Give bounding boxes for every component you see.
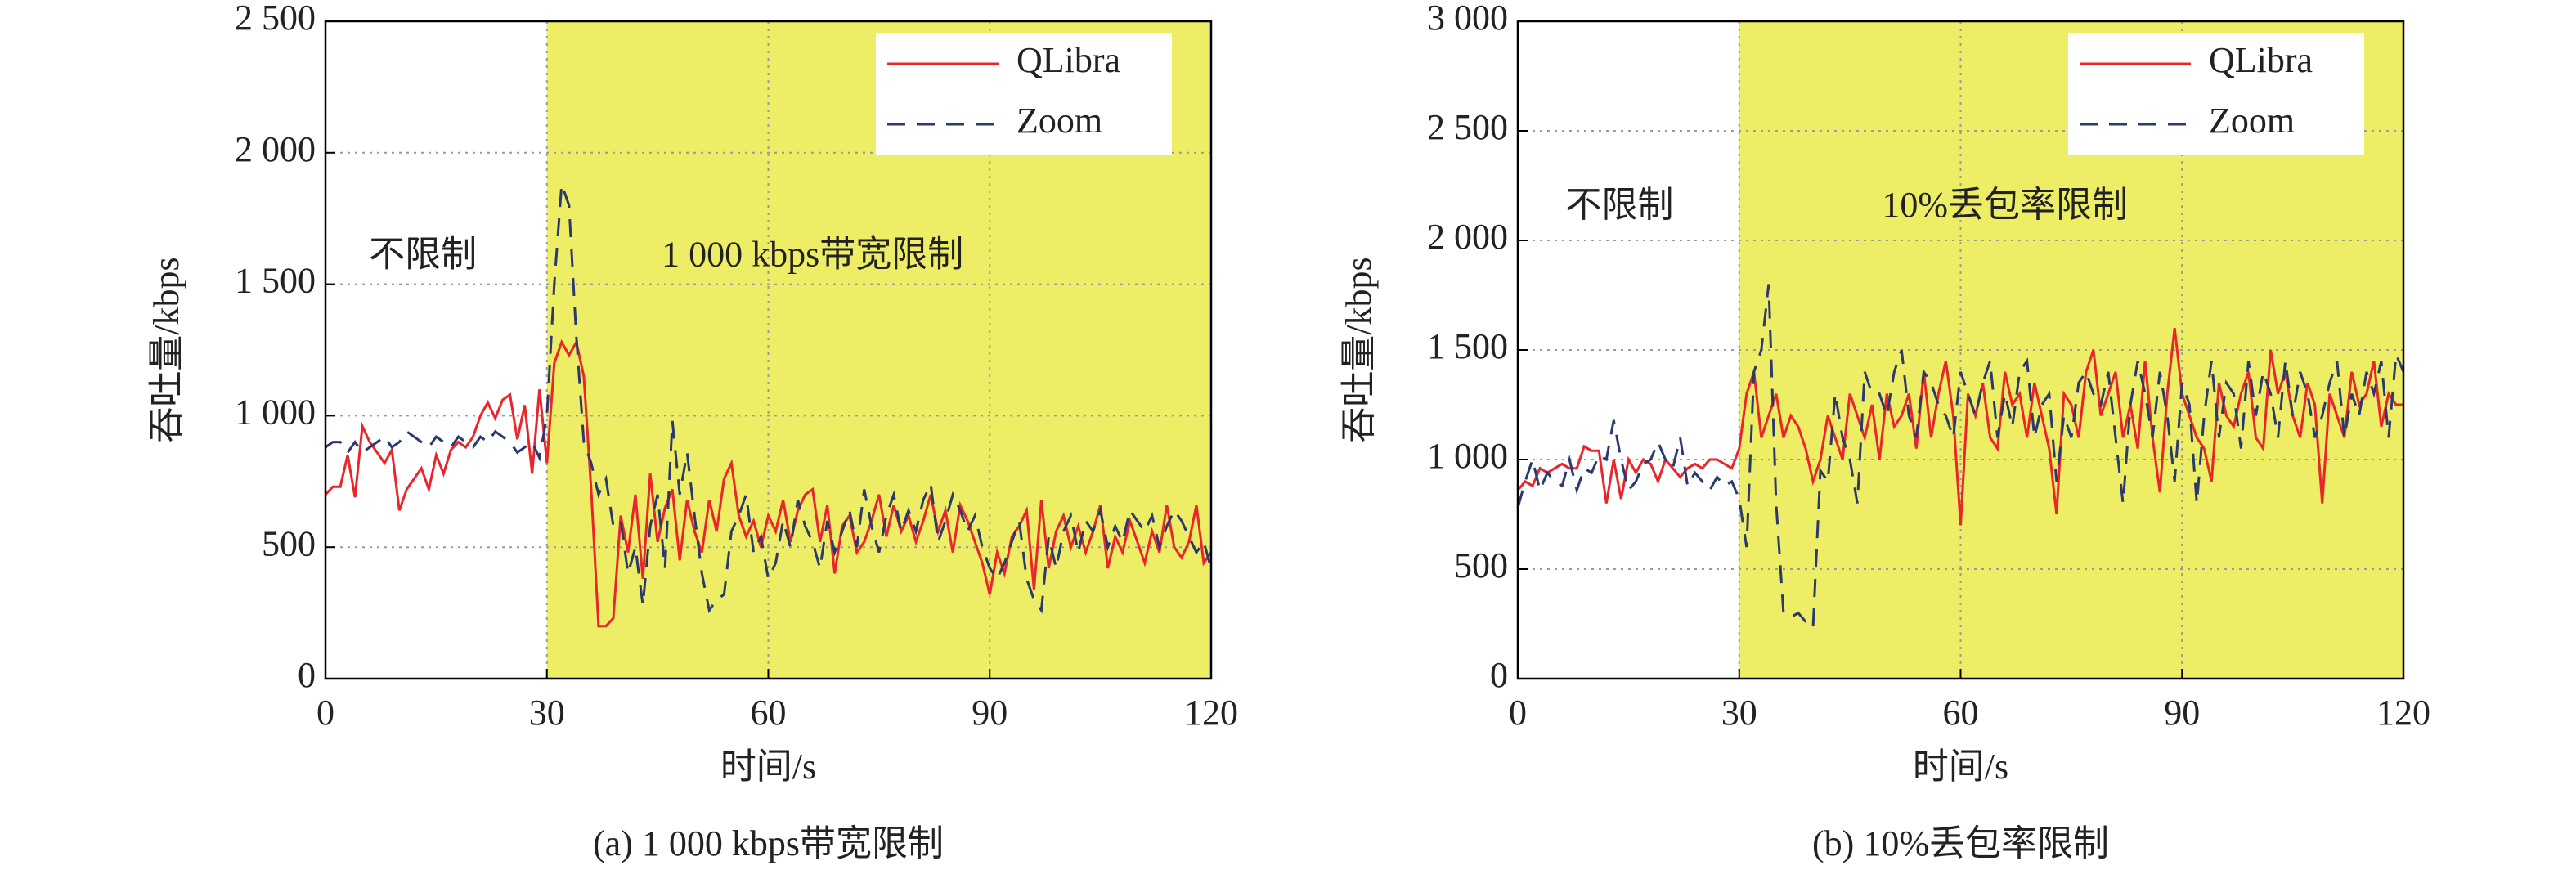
legend-box xyxy=(876,33,1172,155)
legend-label: Zoom xyxy=(2209,101,2295,141)
legend-box xyxy=(2068,33,2364,155)
y-tick-label: 2 000 xyxy=(235,129,316,169)
y-tick-label: 2 000 xyxy=(1427,217,1508,257)
y-tick-label: 0 xyxy=(298,655,316,695)
y-tick-label: 1 000 xyxy=(235,392,316,432)
line-series xyxy=(1516,284,2405,631)
annotation: 不限制 xyxy=(1566,185,1674,225)
x-axis-label: 时间/s xyxy=(1913,747,2008,787)
caption: (a) 1 000 kbps带宽限制 xyxy=(593,823,944,863)
x-tick-label: 0 xyxy=(316,693,334,733)
x-axis-label: 时间/s xyxy=(720,747,816,787)
legend-label: QLibra xyxy=(2209,40,2313,80)
line-series xyxy=(324,339,1213,628)
x-tick-label: 30 xyxy=(1721,693,1757,733)
y-tick-label: 2 500 xyxy=(1427,107,1508,147)
x-tick-label: 0 xyxy=(1509,693,1527,733)
x-tick-label: 120 xyxy=(1184,693,1238,733)
legend-label: Zoom xyxy=(1016,101,1102,141)
y-tick-label: 500 xyxy=(1454,545,1508,585)
legend-label: QLibra xyxy=(1016,40,1120,80)
x-tick-label: 90 xyxy=(972,693,1008,733)
x-tick-label: 90 xyxy=(2164,693,2200,733)
y-tick-label: 500 xyxy=(262,523,316,563)
x-tick-label: 60 xyxy=(751,693,787,733)
annotation: 10%丢包率限制 xyxy=(1882,185,2128,225)
annotation: 1 000 kbps带宽限制 xyxy=(662,235,963,275)
y-axis-label: 吞吐量/kbps xyxy=(1339,257,1379,442)
y-tick-label: 3 000 xyxy=(1427,0,1508,38)
y-axis-label: 吞吐量/kbps xyxy=(146,257,186,442)
y-tick-label: 1 500 xyxy=(235,261,316,301)
x-tick-label: 60 xyxy=(1943,693,1979,733)
caption: (b) 10%丢包率限制 xyxy=(1812,823,2109,863)
x-tick-label: 120 xyxy=(2376,693,2430,733)
y-tick-label: 1 500 xyxy=(1427,326,1508,366)
plot-frame xyxy=(1516,20,2405,680)
plot-frame xyxy=(324,20,1213,680)
annotation: 不限制 xyxy=(369,235,477,275)
x-tick-label: 30 xyxy=(529,693,565,733)
y-tick-label: 0 xyxy=(1490,655,1508,695)
y-tick-label: 1 000 xyxy=(1427,436,1508,476)
y-tick-label: 2 500 xyxy=(235,0,316,38)
line-series xyxy=(325,183,1213,614)
